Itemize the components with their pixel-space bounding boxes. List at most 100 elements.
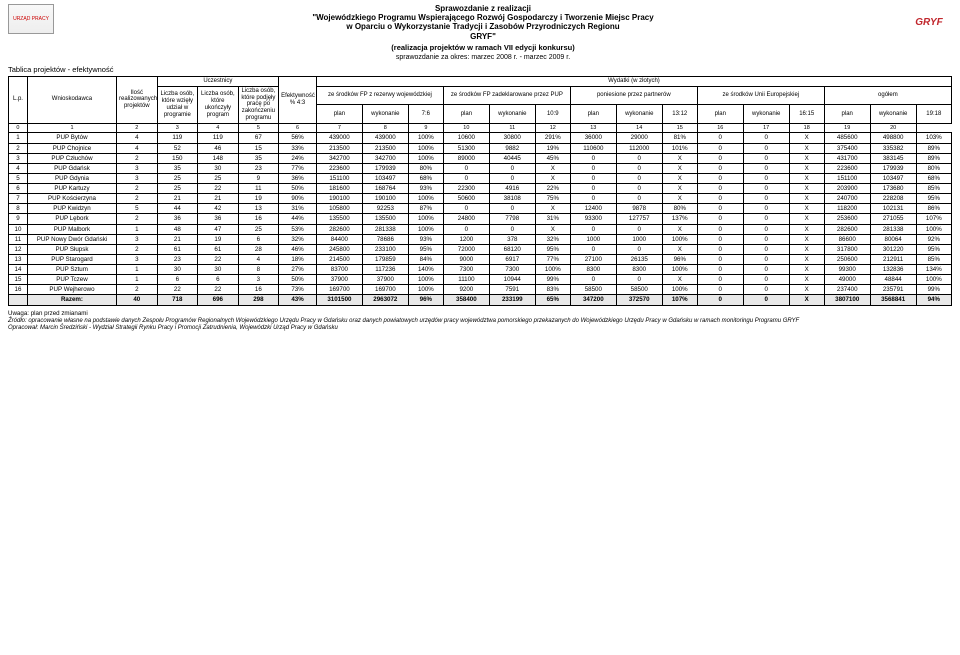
cell: 52 [157,143,198,153]
idx-cell: 1 [27,124,116,133]
cell: 0 [743,143,789,153]
cell: 100% [916,275,951,285]
cell: 0 [616,194,662,204]
cell: 282600 [316,224,362,234]
cell: 84400 [316,234,362,244]
cell: 6 [238,234,279,244]
cell: 7300 [443,265,489,275]
cell: 235791 [870,285,916,295]
cell: 0 [616,153,662,163]
cell: PUP Nowy Dwór Gdański [27,234,116,244]
cell: 0 [697,133,743,143]
cell: 7 [9,194,28,204]
cell: 112000 [616,143,662,153]
cell: 0 [489,224,535,234]
table-head: L.p. Wnioskodawca Ilość realizowanych pr… [9,76,952,133]
cell: 245800 [316,244,362,254]
cell: 2 [117,153,158,163]
table-row: 11PUP Nowy Dwór Gdański32119632%84400786… [9,234,952,244]
cell: 0 [616,224,662,234]
cell: X [789,163,824,173]
cell: 0 [743,153,789,163]
cell: 0 [443,204,489,214]
cell: 30 [157,265,198,275]
total-cell: 0 [743,295,789,305]
cell: 383145 [870,153,916,163]
cell: 27100 [570,254,616,264]
cell: 48844 [870,275,916,285]
idx-cell: 0 [9,124,28,133]
cell: 237400 [824,285,870,295]
cell: PUP Bytów [27,133,116,143]
total-cell: 298 [238,295,279,305]
cell: 92% [916,234,951,244]
total-cell: 65% [535,295,570,305]
idx-cell: 16 [697,124,743,133]
table-row: 6PUP Kartuzy225221150%18160016876493%223… [9,184,952,194]
sub-plan: plan [697,105,743,124]
cell: 100% [408,214,443,224]
sub-1615: 16:15 [789,105,824,124]
cell: 0 [743,224,789,234]
cell: 0 [697,153,743,163]
page: URZĄD PRACY Sprawozdanie z realizacji "W… [0,0,960,337]
cell: 0 [697,224,743,234]
cell: 32% [279,234,317,244]
sub-plan: plan [570,105,616,124]
cell: 96% [662,254,697,264]
cell: 291% [535,133,570,143]
cell: 105800 [316,204,362,214]
total-cell: 107% [662,295,697,305]
cell: 100% [662,285,697,295]
cell: 22% [535,184,570,194]
cell: 0 [697,204,743,214]
cell: 7798 [489,214,535,224]
cell: 0 [697,244,743,254]
cell: 16 [9,285,28,295]
total-cell: 43% [279,295,317,305]
cell: 93% [408,184,443,194]
cell: 2 [117,244,158,254]
cell: 50% [279,184,317,194]
cell: 9 [238,173,279,183]
cell: 0 [616,244,662,254]
logo-right: GRYF [906,4,952,40]
cell: 51300 [443,143,489,153]
cell: 25 [157,184,198,194]
cell: 151100 [316,173,362,183]
table-row: 5PUP Gdynia32525936%15110010349768%00X00… [9,173,952,183]
total-cell: 0 [697,295,743,305]
cell: 0 [489,163,535,173]
cell: 102131 [870,204,916,214]
cell: 31% [535,214,570,224]
cell: 14 [9,265,28,275]
cell: 0 [743,254,789,264]
subtitle: (realizacja projektów w ramach VII edycj… [60,43,906,52]
cell: 45% [535,153,570,163]
cell: 137% [662,214,697,224]
total-cell: 40 [117,295,158,305]
cell: 0 [570,184,616,194]
sub-plan: plan [824,105,870,124]
cell: 75% [535,194,570,204]
cell: 100% [408,224,443,234]
cell: 81% [662,133,697,143]
cell: PUP Człuchów [27,153,116,163]
cell: 10 [9,224,28,234]
title-line-3: w Oparciu o Wykorzystanie Tradycji i Zas… [60,22,906,31]
cell: 80% [916,163,951,173]
cell: 100% [408,285,443,295]
cell: 250600 [824,254,870,264]
cell: 0 [743,234,789,244]
cell: 89% [916,153,951,163]
cell: 56% [279,133,317,143]
cell: 44 [157,204,198,214]
total-cell: 96% [408,295,443,305]
idx-cell: 9 [408,124,443,133]
cell: 0 [743,204,789,214]
cell: 214500 [316,254,362,264]
idx-cell: 4 [198,124,239,133]
cell: 0 [697,184,743,194]
cell: 0 [489,173,535,183]
cell: X [662,194,697,204]
